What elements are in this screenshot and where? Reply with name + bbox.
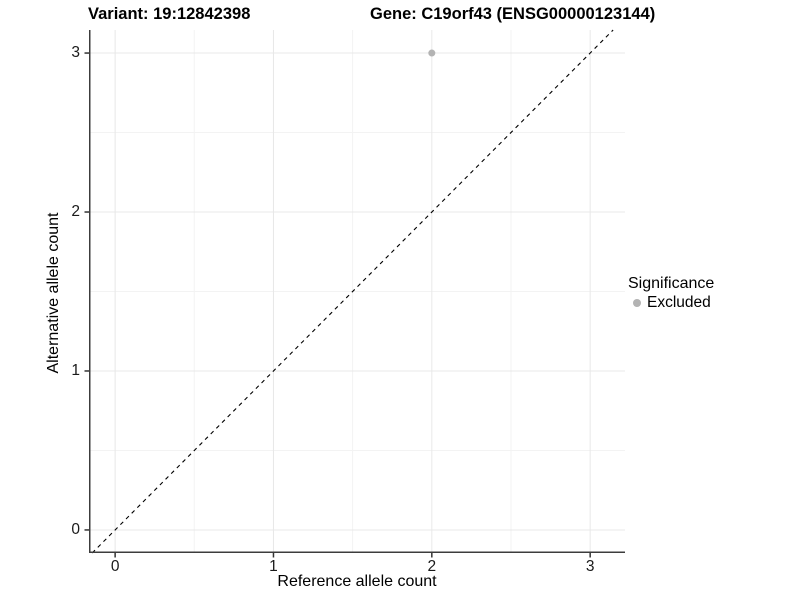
- x-tick-label-2: 2: [427, 558, 437, 575]
- plot-panel: [84, 29, 625, 558]
- y-tick-label-0: 0: [71, 520, 80, 538]
- x-tick-label-3: 3: [585, 558, 595, 575]
- plot-canvas: [84, 29, 625, 558]
- variant-title: Variant: 19:12842398: [88, 5, 251, 23]
- legend-item-label: Excluded: [647, 294, 711, 311]
- y-tick-label-1: 1: [71, 361, 80, 379]
- y-tick-label-2: 2: [71, 203, 80, 221]
- gene-title: Gene: C19orf43 (ENSG00000123144): [370, 5, 656, 23]
- y-axis-label: Alternative allele count: [45, 212, 62, 374]
- y-tick-label-3: 3: [71, 44, 80, 62]
- legend: Significance Excluded: [628, 274, 714, 312]
- legend-item-excluded: Excluded: [628, 294, 714, 312]
- x-tick-label-1: 1: [269, 558, 278, 575]
- excluded-point-icon: [633, 299, 641, 307]
- data-point-excluded: [428, 49, 436, 57]
- x-tick-label-0: 0: [110, 558, 120, 575]
- identity-dashed-line: [91, 29, 614, 554]
- legend-title: Significance: [628, 275, 715, 292]
- x-axis-label: Reference allele count: [277, 573, 437, 590]
